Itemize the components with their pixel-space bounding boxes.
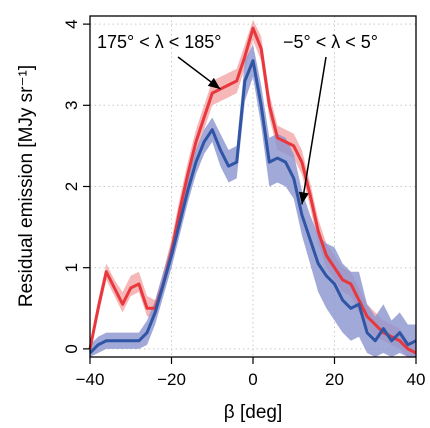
annotation-arrow-head [207, 77, 221, 90]
series-1-line [88, 59, 417, 355]
y-ticks: 0 1 2 3 4 [62, 19, 90, 354]
x-tick-label: 40 [407, 370, 426, 389]
series-1-band [90, 44, 416, 358]
series-0-line [88, 26, 417, 355]
annotation-lambda-0: −5° < λ < 5° [283, 32, 378, 52]
annotation-lambda-180: 175° < λ < 185° [97, 32, 222, 52]
error-bands [90, 20, 416, 358]
y-tick-label: 0 [62, 344, 81, 353]
y-tick-label: 4 [62, 19, 81, 28]
x-tick-label: −40 [76, 370, 105, 389]
x-ticks: −40 −20 0 20 40 [76, 357, 426, 389]
x-axis-label: β [deg] [224, 402, 282, 423]
x-tick-label: −20 [157, 370, 186, 389]
annotation-arrow-head [298, 191, 309, 205]
annotations: 175° < λ < 185° −5° < λ < 5° [97, 32, 378, 205]
y-axis-label: Residual emission [MJy sr⁻¹] [16, 65, 37, 307]
annotation-arrow-line [301, 56, 327, 205]
y-tick-label: 1 [62, 263, 81, 272]
y-tick-label: 2 [62, 182, 81, 191]
x-tick-label: 0 [248, 370, 257, 389]
y-tick-label: 3 [62, 101, 81, 110]
x-tick-label: 20 [325, 370, 344, 389]
series-lines [88, 26, 417, 355]
